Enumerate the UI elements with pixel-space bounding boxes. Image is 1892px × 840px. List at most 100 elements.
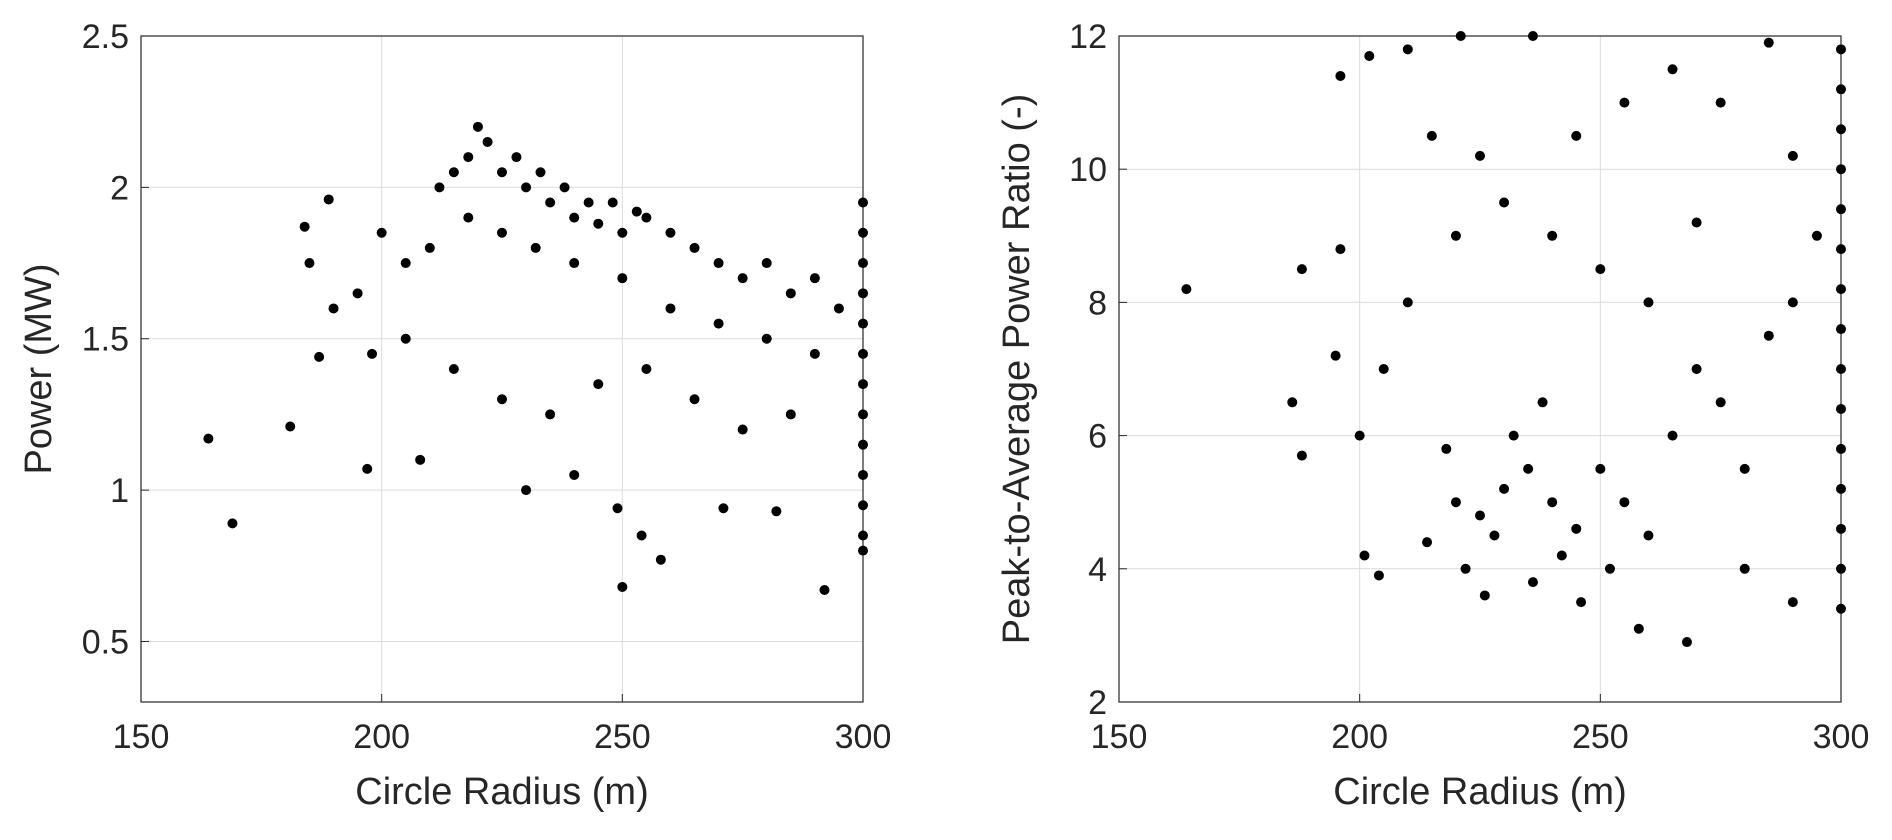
point — [328, 303, 339, 314]
point — [858, 348, 868, 359]
point — [1571, 130, 1582, 141]
point — [1359, 550, 1370, 561]
point — [497, 227, 507, 238]
point — [593, 218, 604, 229]
point — [1619, 97, 1630, 108]
point — [833, 303, 844, 314]
point — [1475, 150, 1485, 161]
point — [1508, 430, 1519, 441]
point — [1691, 217, 1702, 228]
point — [858, 379, 868, 390]
point — [858, 530, 868, 541]
y-tick-label: 4 — [1088, 551, 1107, 589]
point — [858, 439, 868, 450]
point — [1787, 150, 1798, 161]
point — [1576, 597, 1587, 608]
plot-area — [1119, 36, 1841, 702]
point — [1811, 230, 1822, 241]
y-tick-label: 2 — [1088, 684, 1107, 722]
x-tick-label: 200 — [353, 718, 410, 756]
point — [1499, 197, 1510, 208]
point — [689, 394, 700, 405]
point — [1633, 623, 1644, 634]
point — [665, 303, 676, 314]
y-tick-label: 12 — [1069, 18, 1107, 56]
point — [304, 258, 315, 269]
point — [713, 318, 724, 329]
point — [1787, 597, 1798, 608]
y-axis-label: Peak-to-Average Power Ratio (-) — [996, 94, 1038, 645]
point — [1836, 403, 1846, 414]
x-axis-label: Circle Radius (m) — [1333, 771, 1626, 813]
point — [819, 584, 830, 595]
point — [858, 227, 868, 238]
x-tick-label: 300 — [1813, 718, 1870, 756]
point — [1335, 244, 1346, 255]
point — [203, 433, 214, 444]
point — [636, 530, 647, 541]
point — [569, 212, 580, 223]
point — [569, 258, 580, 269]
point — [1330, 350, 1341, 361]
point — [617, 581, 628, 592]
point — [858, 469, 868, 480]
point — [434, 182, 445, 193]
point — [641, 212, 652, 223]
point — [482, 136, 493, 147]
point — [1547, 497, 1558, 508]
point — [858, 545, 868, 556]
point — [809, 348, 820, 359]
x-tick-label: 200 — [1331, 718, 1388, 756]
point — [1836, 284, 1846, 295]
point — [1604, 563, 1615, 574]
point — [1836, 44, 1846, 55]
point — [1681, 637, 1692, 648]
point — [376, 227, 387, 238]
point — [511, 152, 522, 163]
point — [617, 227, 628, 238]
point — [858, 258, 868, 269]
point — [583, 197, 594, 208]
point — [559, 182, 570, 193]
point — [1527, 577, 1538, 588]
x-tick-label: 250 — [594, 718, 651, 756]
point — [1715, 397, 1726, 408]
point — [641, 364, 652, 374]
point — [858, 500, 868, 511]
point — [1643, 297, 1654, 308]
point — [1426, 130, 1437, 141]
point — [771, 506, 782, 517]
point — [415, 454, 426, 465]
point — [1836, 364, 1846, 374]
y-tick-label: 6 — [1088, 418, 1107, 456]
point — [1527, 31, 1538, 41]
point — [1450, 230, 1461, 241]
point — [1296, 450, 1307, 461]
x-axis-label: Circle Radius (m) — [355, 771, 648, 813]
point — [1836, 443, 1846, 454]
y-tick-label: 1 — [110, 472, 129, 510]
x-tick-label: 250 — [1572, 718, 1629, 756]
point — [521, 182, 532, 193]
point — [1595, 463, 1606, 474]
point — [1836, 603, 1846, 614]
y-tick-label: 8 — [1088, 284, 1107, 322]
point — [521, 485, 532, 496]
point — [858, 197, 868, 208]
point — [858, 409, 868, 420]
x-tick-label: 300 — [835, 718, 892, 756]
point — [1763, 330, 1774, 341]
point — [607, 197, 618, 208]
point — [737, 424, 748, 435]
axes-frame — [140, 35, 864, 703]
point — [227, 518, 238, 529]
point — [655, 554, 666, 565]
y-axis-label: Power (MW) — [18, 263, 60, 474]
point — [1787, 297, 1798, 308]
point — [1715, 97, 1726, 108]
point — [362, 463, 373, 474]
point — [448, 167, 459, 178]
point — [713, 258, 724, 269]
point — [569, 469, 580, 480]
point — [1523, 463, 1534, 474]
